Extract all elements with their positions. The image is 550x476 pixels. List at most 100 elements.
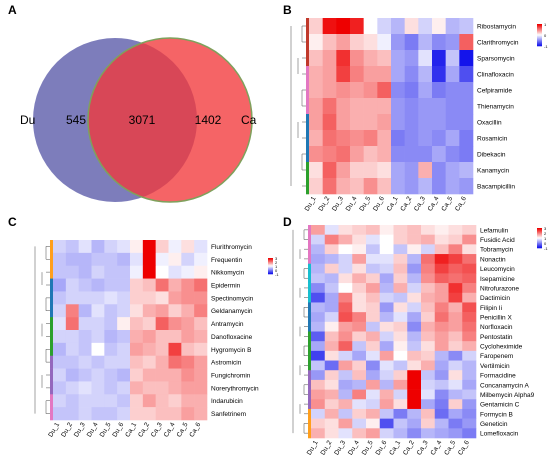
heatmap-cell: [366, 254, 381, 265]
heatmap-cell: [350, 66, 364, 83]
row-annotation-cell: [50, 355, 53, 369]
legend-swatch: [537, 42, 542, 44]
legend-tick: 1: [544, 22, 547, 27]
heatmap-cell: [155, 394, 169, 408]
heatmap-cell: [130, 381, 144, 395]
heatmap-cell: [445, 98, 460, 115]
heatmap-cell: [445, 66, 460, 83]
heatmap-cell: [91, 252, 105, 267]
row-annotation-cell: [306, 98, 309, 115]
heatmap-cell: [352, 399, 367, 410]
heatmap-cell: [104, 355, 118, 369]
row-annotation-cell: [50, 252, 53, 267]
row-annotation-cell: [308, 428, 311, 439]
heatmap-cell: [338, 399, 353, 410]
heatmap-cell: [421, 234, 436, 245]
heatmap-cell: [311, 225, 326, 235]
legend-swatch: [268, 258, 273, 259]
heatmap-cell: [407, 418, 422, 429]
heatmap-cell: [421, 418, 436, 429]
legend-swatch: [537, 245, 542, 247]
row-annotation-cell: [50, 330, 53, 344]
heatmap-cell: [462, 283, 477, 294]
heatmap-cell: [418, 66, 433, 83]
heatmap-cell: [78, 381, 92, 395]
heatmap-cell: [363, 66, 378, 83]
heatmap-cell: [324, 389, 339, 400]
heatmap-cell: [366, 428, 381, 439]
heatmap-cell: [379, 283, 394, 294]
column-label: Du_4: [345, 195, 359, 212]
heatmap-cell: [352, 321, 367, 332]
heatmap-cell: [181, 368, 195, 382]
heatmap-cell: [445, 18, 460, 35]
heatmap-cell: [168, 304, 182, 318]
legend-swatch: [268, 272, 273, 274]
heatmap-cell: [350, 146, 364, 163]
heatmap-cell: [393, 360, 408, 371]
heatmap-cell: [78, 304, 92, 318]
legend-swatch: [537, 28, 542, 30]
row-annotation-cell: [306, 178, 309, 195]
heatmap-cell: [311, 302, 326, 313]
heatmap-cell: [311, 292, 326, 303]
heatmap-cell: [393, 283, 408, 294]
heatmap-cell: [448, 302, 463, 313]
heatmap-cell: [336, 50, 351, 67]
row-dendrogram: [34, 246, 50, 414]
heatmap-cell: [91, 342, 105, 357]
heatmap-cell: [117, 265, 131, 279]
heatmap-cell: [393, 302, 408, 313]
heatmap-cell: [448, 418, 463, 429]
heatmap-cell: [421, 263, 436, 274]
heatmap-cell: [91, 304, 105, 318]
heatmap-cell: [404, 130, 419, 147]
heatmap-cell: [448, 283, 463, 294]
heatmap-cell: [434, 302, 449, 313]
heatmap-cell: [421, 389, 436, 400]
heatmap-cell: [350, 98, 364, 115]
row-label: Concanamycin A: [480, 382, 529, 389]
column-label: Ca_3: [150, 421, 164, 438]
heatmap-cell: [181, 240, 195, 254]
column-label: Du_3: [73, 421, 87, 438]
heatmap-cell: [366, 379, 381, 390]
heatmap-cell: [324, 341, 339, 352]
heatmap-cell: [407, 273, 422, 284]
heatmap-cell: [379, 408, 394, 419]
legend-swatch: [268, 263, 273, 265]
heatmap-cell: [338, 370, 353, 381]
legend-swatch: [268, 260, 273, 262]
row-annotation-cell: [308, 331, 311, 342]
heatmap-cell: [155, 240, 169, 254]
heatmap-cell: [432, 114, 446, 131]
heatmap-cell: [377, 18, 392, 35]
heatmap-cell: [130, 291, 144, 305]
heatmap-cell: [432, 66, 446, 83]
legend-swatch: [537, 230, 542, 232]
heatmap-cell: [91, 407, 105, 421]
row-label: Filipin Ii: [480, 305, 502, 312]
heatmap-cell: [324, 360, 339, 371]
heatmap-cell: [53, 240, 67, 254]
heatmap-cell: [448, 408, 463, 419]
venn-label-du: Du: [20, 113, 35, 127]
heatmap-cell: [104, 394, 118, 408]
heatmap-cell: [393, 244, 408, 255]
heatmap-cell: [407, 244, 422, 255]
heatmap-cell: [448, 379, 463, 390]
heatmap-cell: [363, 34, 378, 51]
heatmap-cell: [181, 278, 195, 292]
heatmap-cell: [445, 82, 460, 99]
heatmap-cell: [181, 265, 195, 279]
heatmap-cell: [352, 292, 367, 303]
legend-tick: 1: [275, 264, 278, 269]
heatmap-cell: [379, 225, 394, 235]
row-annotation-cell: [308, 418, 311, 429]
heatmap-cell: [393, 331, 408, 342]
heatmap-cell: [379, 428, 394, 439]
row-annotation-cell: [308, 292, 311, 303]
heatmap-cell: [181, 381, 195, 395]
heatmap-cell: [311, 360, 326, 371]
heatmap-cell: [142, 342, 156, 357]
